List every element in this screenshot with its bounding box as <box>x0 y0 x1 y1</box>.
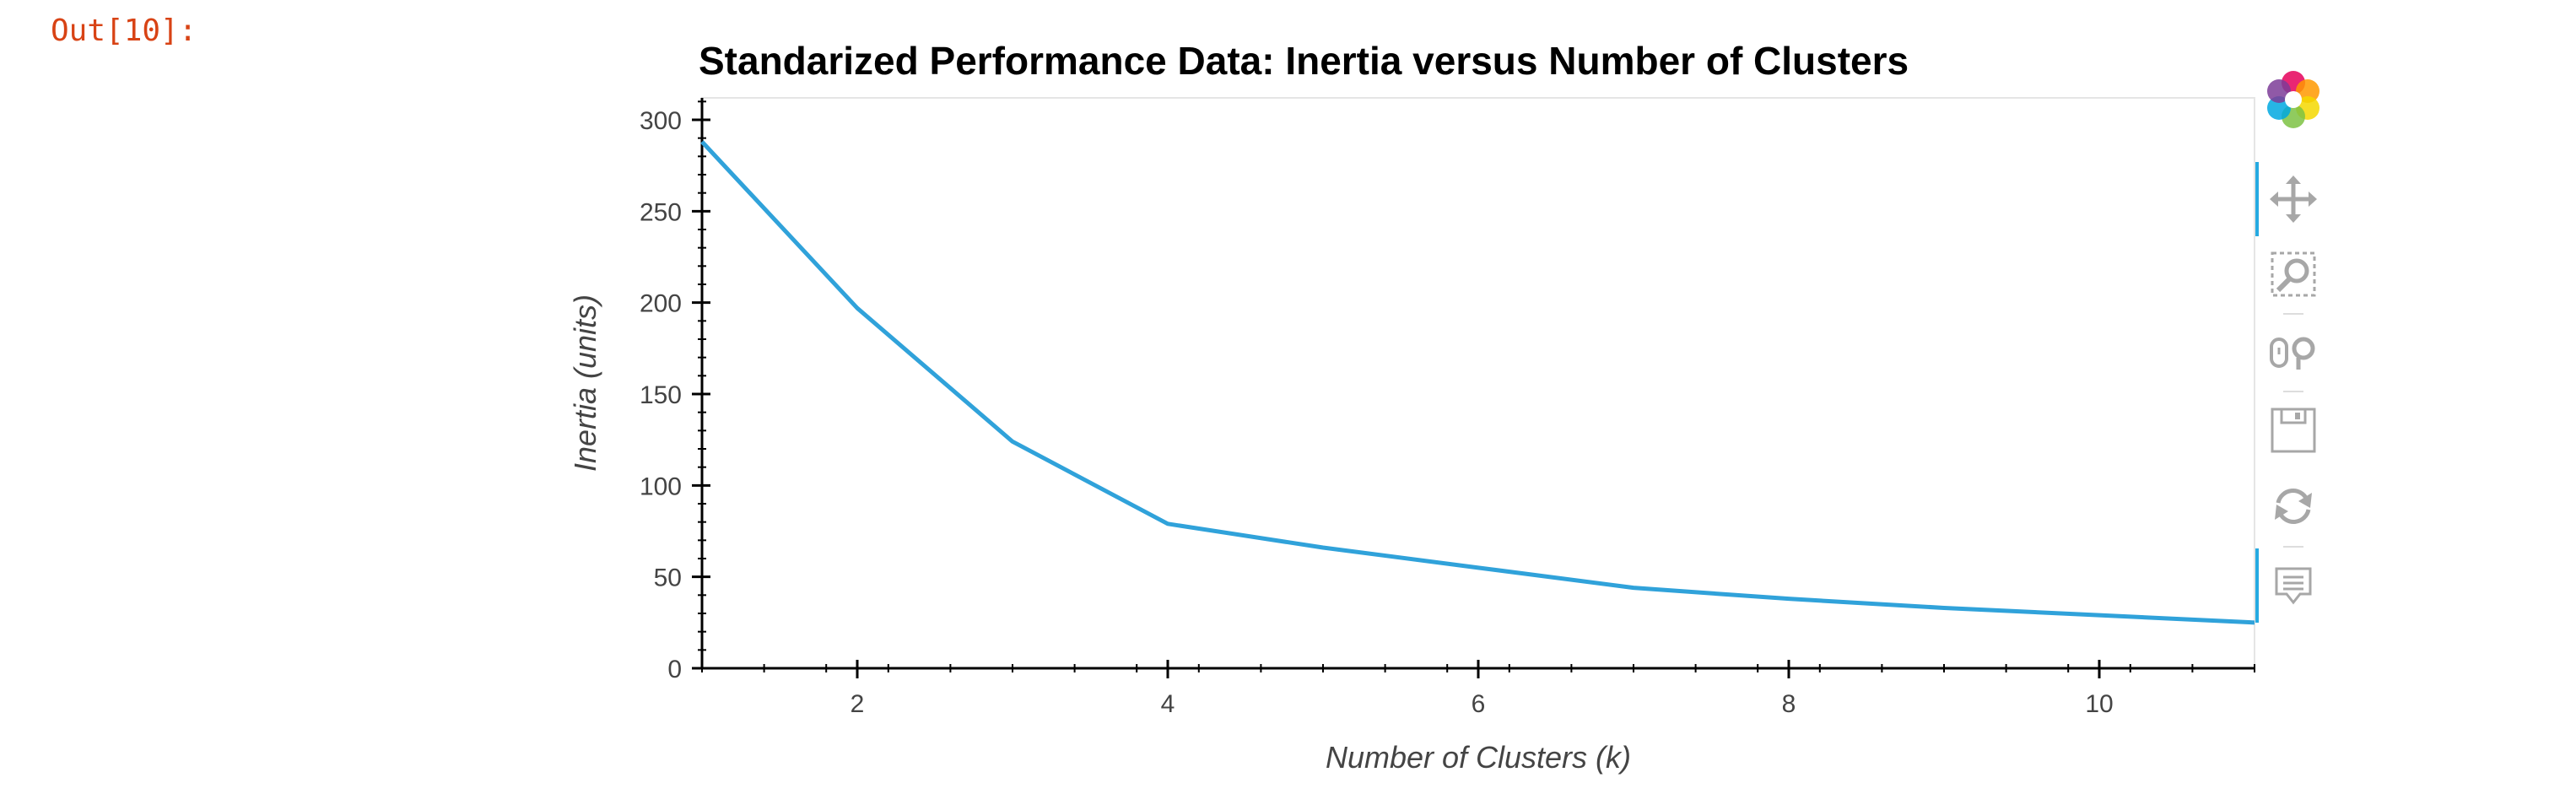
y-tick-label: 50 <box>654 564 682 592</box>
x-axis-label: Number of Clusters (k) <box>1326 740 1631 775</box>
output-prompt: Out[10]: <box>51 14 197 48</box>
hover-icon[interactable] <box>2275 567 2312 605</box>
y-tick-label: 150 <box>640 381 682 409</box>
box-zoom-icon[interactable] <box>2271 251 2316 297</box>
x-tick-label: 2 <box>851 690 865 718</box>
y-tick-label: 250 <box>640 198 682 226</box>
pan-icon[interactable] <box>2270 176 2317 223</box>
save-icon[interactable] <box>2271 408 2316 453</box>
y-axis: 0 50 100 150 200 250 300 <box>640 98 710 683</box>
series-group <box>700 140 2255 625</box>
x-tick-label: 8 <box>1782 690 1796 718</box>
y-tick-label: 0 <box>667 656 682 683</box>
y-tick-label: 300 <box>640 107 682 135</box>
toolbar <box>2255 71 2319 623</box>
wheel-zoom-icon[interactable] <box>2270 337 2315 370</box>
reset-icon[interactable] <box>2275 489 2312 524</box>
chart-title: Standarized Performance Data: Inertia ve… <box>699 39 1909 83</box>
y-tick-label: 100 <box>640 472 682 500</box>
x-tick-label: 6 <box>1472 690 1486 718</box>
x-axis: 2 4 6 8 10 <box>701 660 2255 718</box>
plot-frame <box>701 97 2255 669</box>
x-tick-label: 10 <box>2085 690 2113 718</box>
bokeh-logo-icon[interactable] <box>2267 71 2319 128</box>
y-tick-label: 200 <box>640 290 682 318</box>
x-tick-label: 4 <box>1161 690 1175 718</box>
y-axis-label: Inertia (units) <box>568 294 602 472</box>
series-line <box>700 140 2255 625</box>
